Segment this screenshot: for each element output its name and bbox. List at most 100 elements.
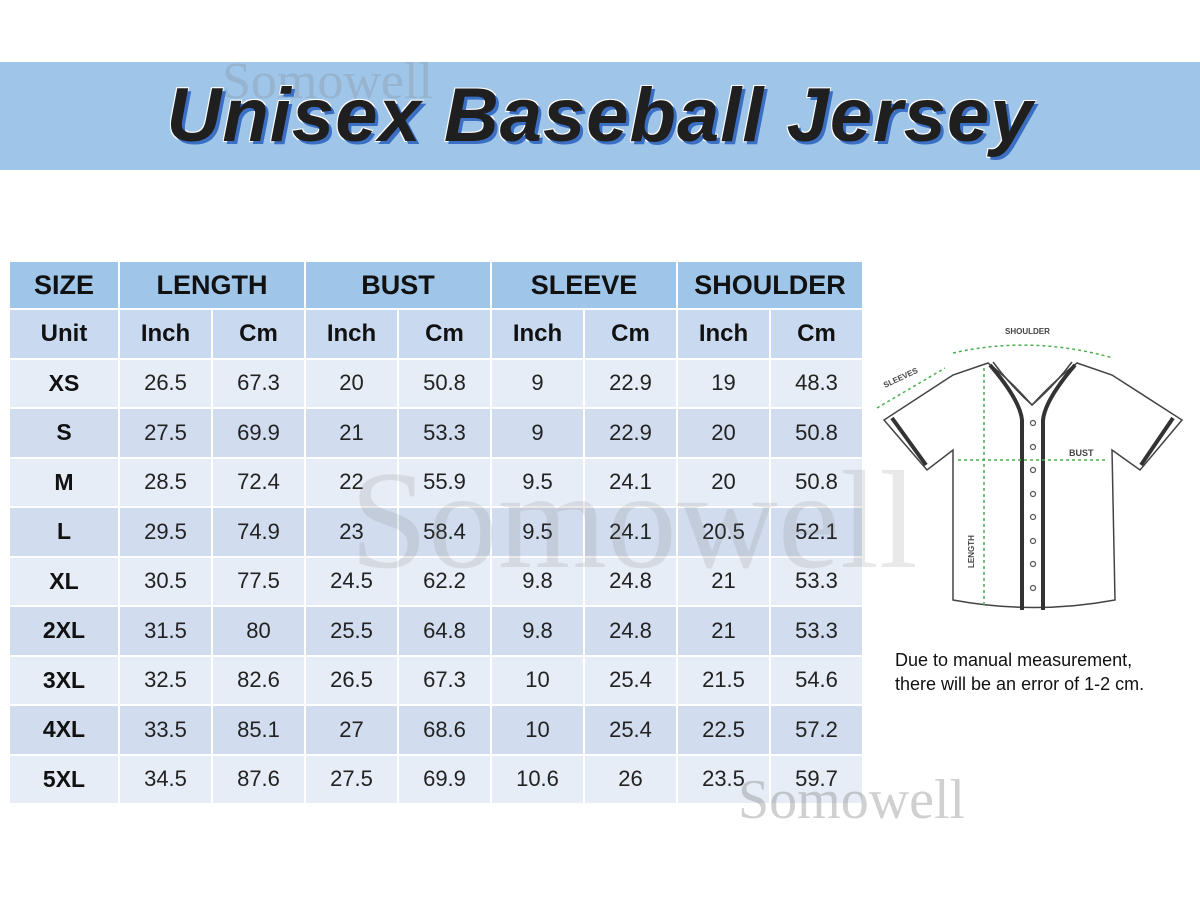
- size-cell: M: [10, 458, 118, 506]
- value-cell: 9.8: [492, 607, 583, 655]
- value-cell: 50.8: [771, 409, 862, 457]
- value-cell: 9.8: [492, 557, 583, 605]
- size-cell: 4XL: [10, 706, 118, 754]
- value-cell: 68.6: [399, 706, 490, 754]
- unit-header: Inch: [120, 310, 211, 358]
- unit-header: Inch: [678, 310, 769, 358]
- value-cell: 52.1: [771, 508, 862, 556]
- size-cell: 3XL: [10, 656, 118, 704]
- table-row: M 28.5 72.4 22 55.9 9.5 24.1 20 50.8: [10, 458, 862, 506]
- sleeve-measure-line: [876, 367, 946, 409]
- unit-header: Inch: [492, 310, 583, 358]
- column-group-header: LENGTH: [120, 262, 304, 308]
- value-cell: 87.6: [213, 755, 304, 803]
- value-cell: 34.5: [120, 755, 211, 803]
- value-cell: 67.3: [213, 359, 304, 407]
- table-row: 3XL 32.5 82.6 26.5 67.3 10 25.4 21.5 54.6: [10, 656, 862, 704]
- value-cell: 53.3: [771, 557, 862, 605]
- value-cell: 27.5: [120, 409, 211, 457]
- value-cell: 67.3: [399, 656, 490, 704]
- value-cell: 22.5: [678, 706, 769, 754]
- value-cell: 29.5: [120, 508, 211, 556]
- value-cell: 10: [492, 706, 583, 754]
- value-cell: 50.8: [399, 359, 490, 407]
- value-cell: 28.5: [120, 458, 211, 506]
- value-cell: 48.3: [771, 359, 862, 407]
- value-cell: 26.5: [120, 359, 211, 407]
- value-cell: 21: [306, 409, 397, 457]
- value-cell: 20: [678, 409, 769, 457]
- size-cell: 2XL: [10, 607, 118, 655]
- value-cell: 53.3: [399, 409, 490, 457]
- table-row: XS 26.5 67.3 20 50.8 9 22.9 19 48.3: [10, 359, 862, 407]
- value-cell: 57.2: [771, 706, 862, 754]
- value-cell: 50.8: [771, 458, 862, 506]
- measurement-note: Due to manual measurement, there will be…: [895, 648, 1144, 696]
- value-cell: 21: [678, 607, 769, 655]
- value-cell: 9: [492, 409, 583, 457]
- value-cell: 32.5: [120, 656, 211, 704]
- value-cell: 24.8: [585, 607, 676, 655]
- jersey-outline: [882, 362, 1184, 609]
- value-cell: 24.1: [585, 508, 676, 556]
- size-cell: XL: [10, 557, 118, 605]
- column-group-header: BUST: [306, 262, 490, 308]
- value-cell: 30.5: [120, 557, 211, 605]
- value-cell: 25.4: [585, 656, 676, 704]
- value-cell: 23.5: [678, 755, 769, 803]
- shoulder-measure-line: [952, 344, 1114, 359]
- table-row: L 29.5 74.9 23 58.4 9.5 24.1 20.5 52.1: [10, 508, 862, 556]
- value-cell: 19: [678, 359, 769, 407]
- value-cell: 31.5: [120, 607, 211, 655]
- value-cell: 82.6: [213, 656, 304, 704]
- bust-label: BUST: [1069, 448, 1094, 458]
- table-row: S 27.5 69.9 21 53.3 9 22.9 20 50.8: [10, 409, 862, 457]
- shoulder-label: SHOULDER: [1005, 327, 1050, 336]
- value-cell: 27: [306, 706, 397, 754]
- value-cell: 85.1: [213, 706, 304, 754]
- value-cell: 20: [306, 359, 397, 407]
- value-cell: 24.1: [585, 458, 676, 506]
- unit-header: Cm: [585, 310, 676, 358]
- value-cell: 69.9: [399, 755, 490, 803]
- table-row: 4XL 33.5 85.1 27 68.6 10 25.4 22.5 57.2: [10, 706, 862, 754]
- title-banner: [0, 62, 1200, 170]
- column-group-header: SHOULDER: [678, 262, 862, 308]
- value-cell: 24.8: [585, 557, 676, 605]
- value-cell: 22.9: [585, 359, 676, 407]
- value-cell: 53.3: [771, 607, 862, 655]
- value-cell: 33.5: [120, 706, 211, 754]
- unit-header: Cm: [213, 310, 304, 358]
- value-cell: 64.8: [399, 607, 490, 655]
- column-group-header: SIZE: [10, 262, 118, 308]
- unit-header: Inch: [306, 310, 397, 358]
- value-cell: 24.5: [306, 557, 397, 605]
- jersey-diagram: SHOULDER SLEEVES BUST LENGTH: [876, 327, 1184, 610]
- value-cell: 25.4: [585, 706, 676, 754]
- value-cell: 20.5: [678, 508, 769, 556]
- unit-header: Unit: [10, 310, 118, 358]
- value-cell: 69.9: [213, 409, 304, 457]
- value-cell: 58.4: [399, 508, 490, 556]
- value-cell: 25.5: [306, 607, 397, 655]
- value-cell: 9.5: [492, 458, 583, 506]
- value-cell: 59.7: [771, 755, 862, 803]
- value-cell: 10: [492, 656, 583, 704]
- value-cell: 10.6: [492, 755, 583, 803]
- value-cell: 54.6: [771, 656, 862, 704]
- column-group-header: SLEEVE: [492, 262, 676, 308]
- value-cell: 62.2: [399, 557, 490, 605]
- size-cell: XS: [10, 359, 118, 407]
- note-line: there will be an error of 1-2 cm.: [895, 674, 1145, 694]
- table-row: XL 30.5 77.5 24.5 62.2 9.8 24.8 21 53.3: [10, 557, 862, 605]
- value-cell: 26: [585, 755, 676, 803]
- note-line: Due to manual measurement,: [895, 650, 1133, 670]
- unit-header: Cm: [399, 310, 490, 358]
- value-cell: 20: [678, 458, 769, 506]
- value-cell: 27.5: [306, 755, 397, 803]
- table-row: 5XL 34.5 87.6 27.5 69.9 10.6 26 23.5 59.7: [10, 755, 862, 803]
- value-cell: 21.5: [678, 656, 769, 704]
- value-cell: 22.9: [585, 409, 676, 457]
- size-chart-table: SIZE LENGTH BUST SLEEVE SHOULDER Unit Inch Cm In…: [8, 260, 864, 805]
- value-cell: 55.9: [399, 458, 490, 506]
